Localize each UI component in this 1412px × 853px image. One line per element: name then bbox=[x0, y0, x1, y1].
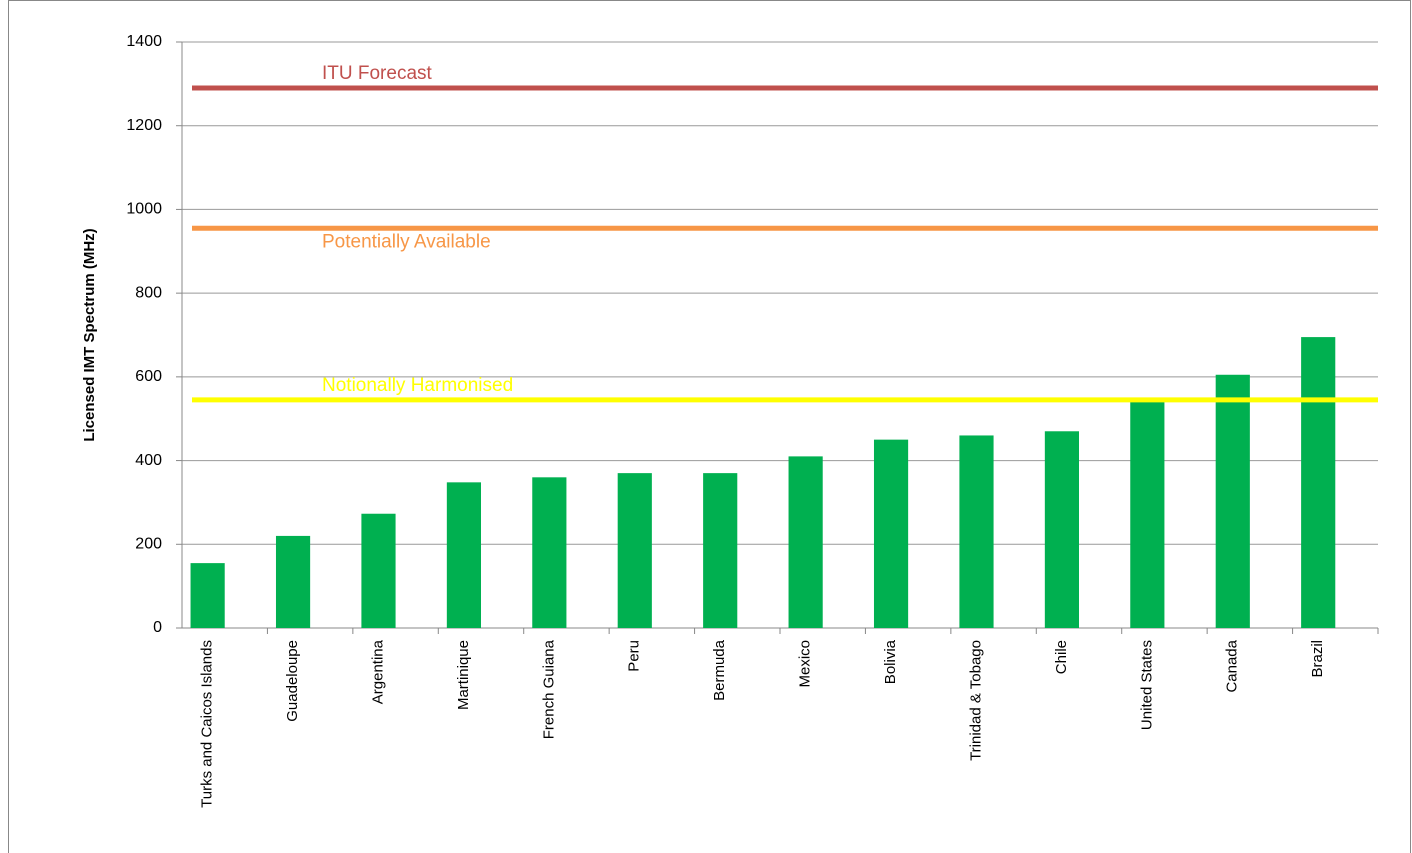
bar bbox=[1301, 337, 1336, 628]
x-tick-label: Chile bbox=[1053, 640, 1070, 674]
x-tick-label: Argentina bbox=[369, 639, 386, 704]
bar bbox=[361, 513, 396, 628]
reference-label: Potentially Available bbox=[322, 231, 491, 252]
x-tick-label: French Guiana bbox=[540, 639, 557, 739]
x-tick-label: Martinique bbox=[455, 640, 472, 710]
x-tick-label: Turks and Caicos Islands bbox=[199, 640, 216, 808]
bar bbox=[873, 439, 909, 628]
bar bbox=[1215, 374, 1250, 628]
x-tick-label: Peru bbox=[626, 640, 643, 672]
x-tick-label: Mexico bbox=[797, 640, 814, 688]
x-tick-label: Bolivia bbox=[882, 639, 899, 684]
bar bbox=[959, 435, 994, 628]
bar bbox=[788, 456, 823, 628]
x-tick-label: Guadeloupe bbox=[284, 640, 301, 722]
bar bbox=[190, 563, 225, 628]
y-tick-label: 0 bbox=[153, 619, 162, 636]
bar bbox=[703, 473, 738, 628]
bar bbox=[446, 482, 481, 628]
y-tick-label: 200 bbox=[135, 536, 162, 553]
y-tick-label: 1000 bbox=[126, 201, 162, 218]
x-tick-label: Bermuda bbox=[711, 639, 728, 701]
x-tick-label: Brazil bbox=[1309, 640, 1326, 678]
bar bbox=[532, 477, 567, 628]
y-tick-label: 800 bbox=[135, 284, 162, 301]
bar bbox=[1130, 399, 1165, 628]
y-axis-label: Licensed IMT Spectrum (MHz) bbox=[81, 228, 98, 441]
bar bbox=[1044, 431, 1079, 628]
y-tick-label: 1400 bbox=[126, 33, 162, 50]
x-tick-label: United States bbox=[1138, 640, 1155, 730]
reference-label: Notionally Harmonised bbox=[322, 375, 513, 396]
x-tick-label: Trinidad & Tobago bbox=[967, 640, 984, 761]
y-tick-label: 400 bbox=[135, 452, 162, 469]
frame bbox=[8, 0, 1411, 853]
bar bbox=[617, 473, 652, 628]
y-tick-label: 1200 bbox=[126, 117, 162, 134]
reference-label: ITU Forecast bbox=[322, 63, 433, 84]
bar bbox=[275, 535, 311, 628]
y-tick-label: 600 bbox=[135, 368, 162, 385]
x-tick-label: Canada bbox=[1224, 639, 1241, 692]
